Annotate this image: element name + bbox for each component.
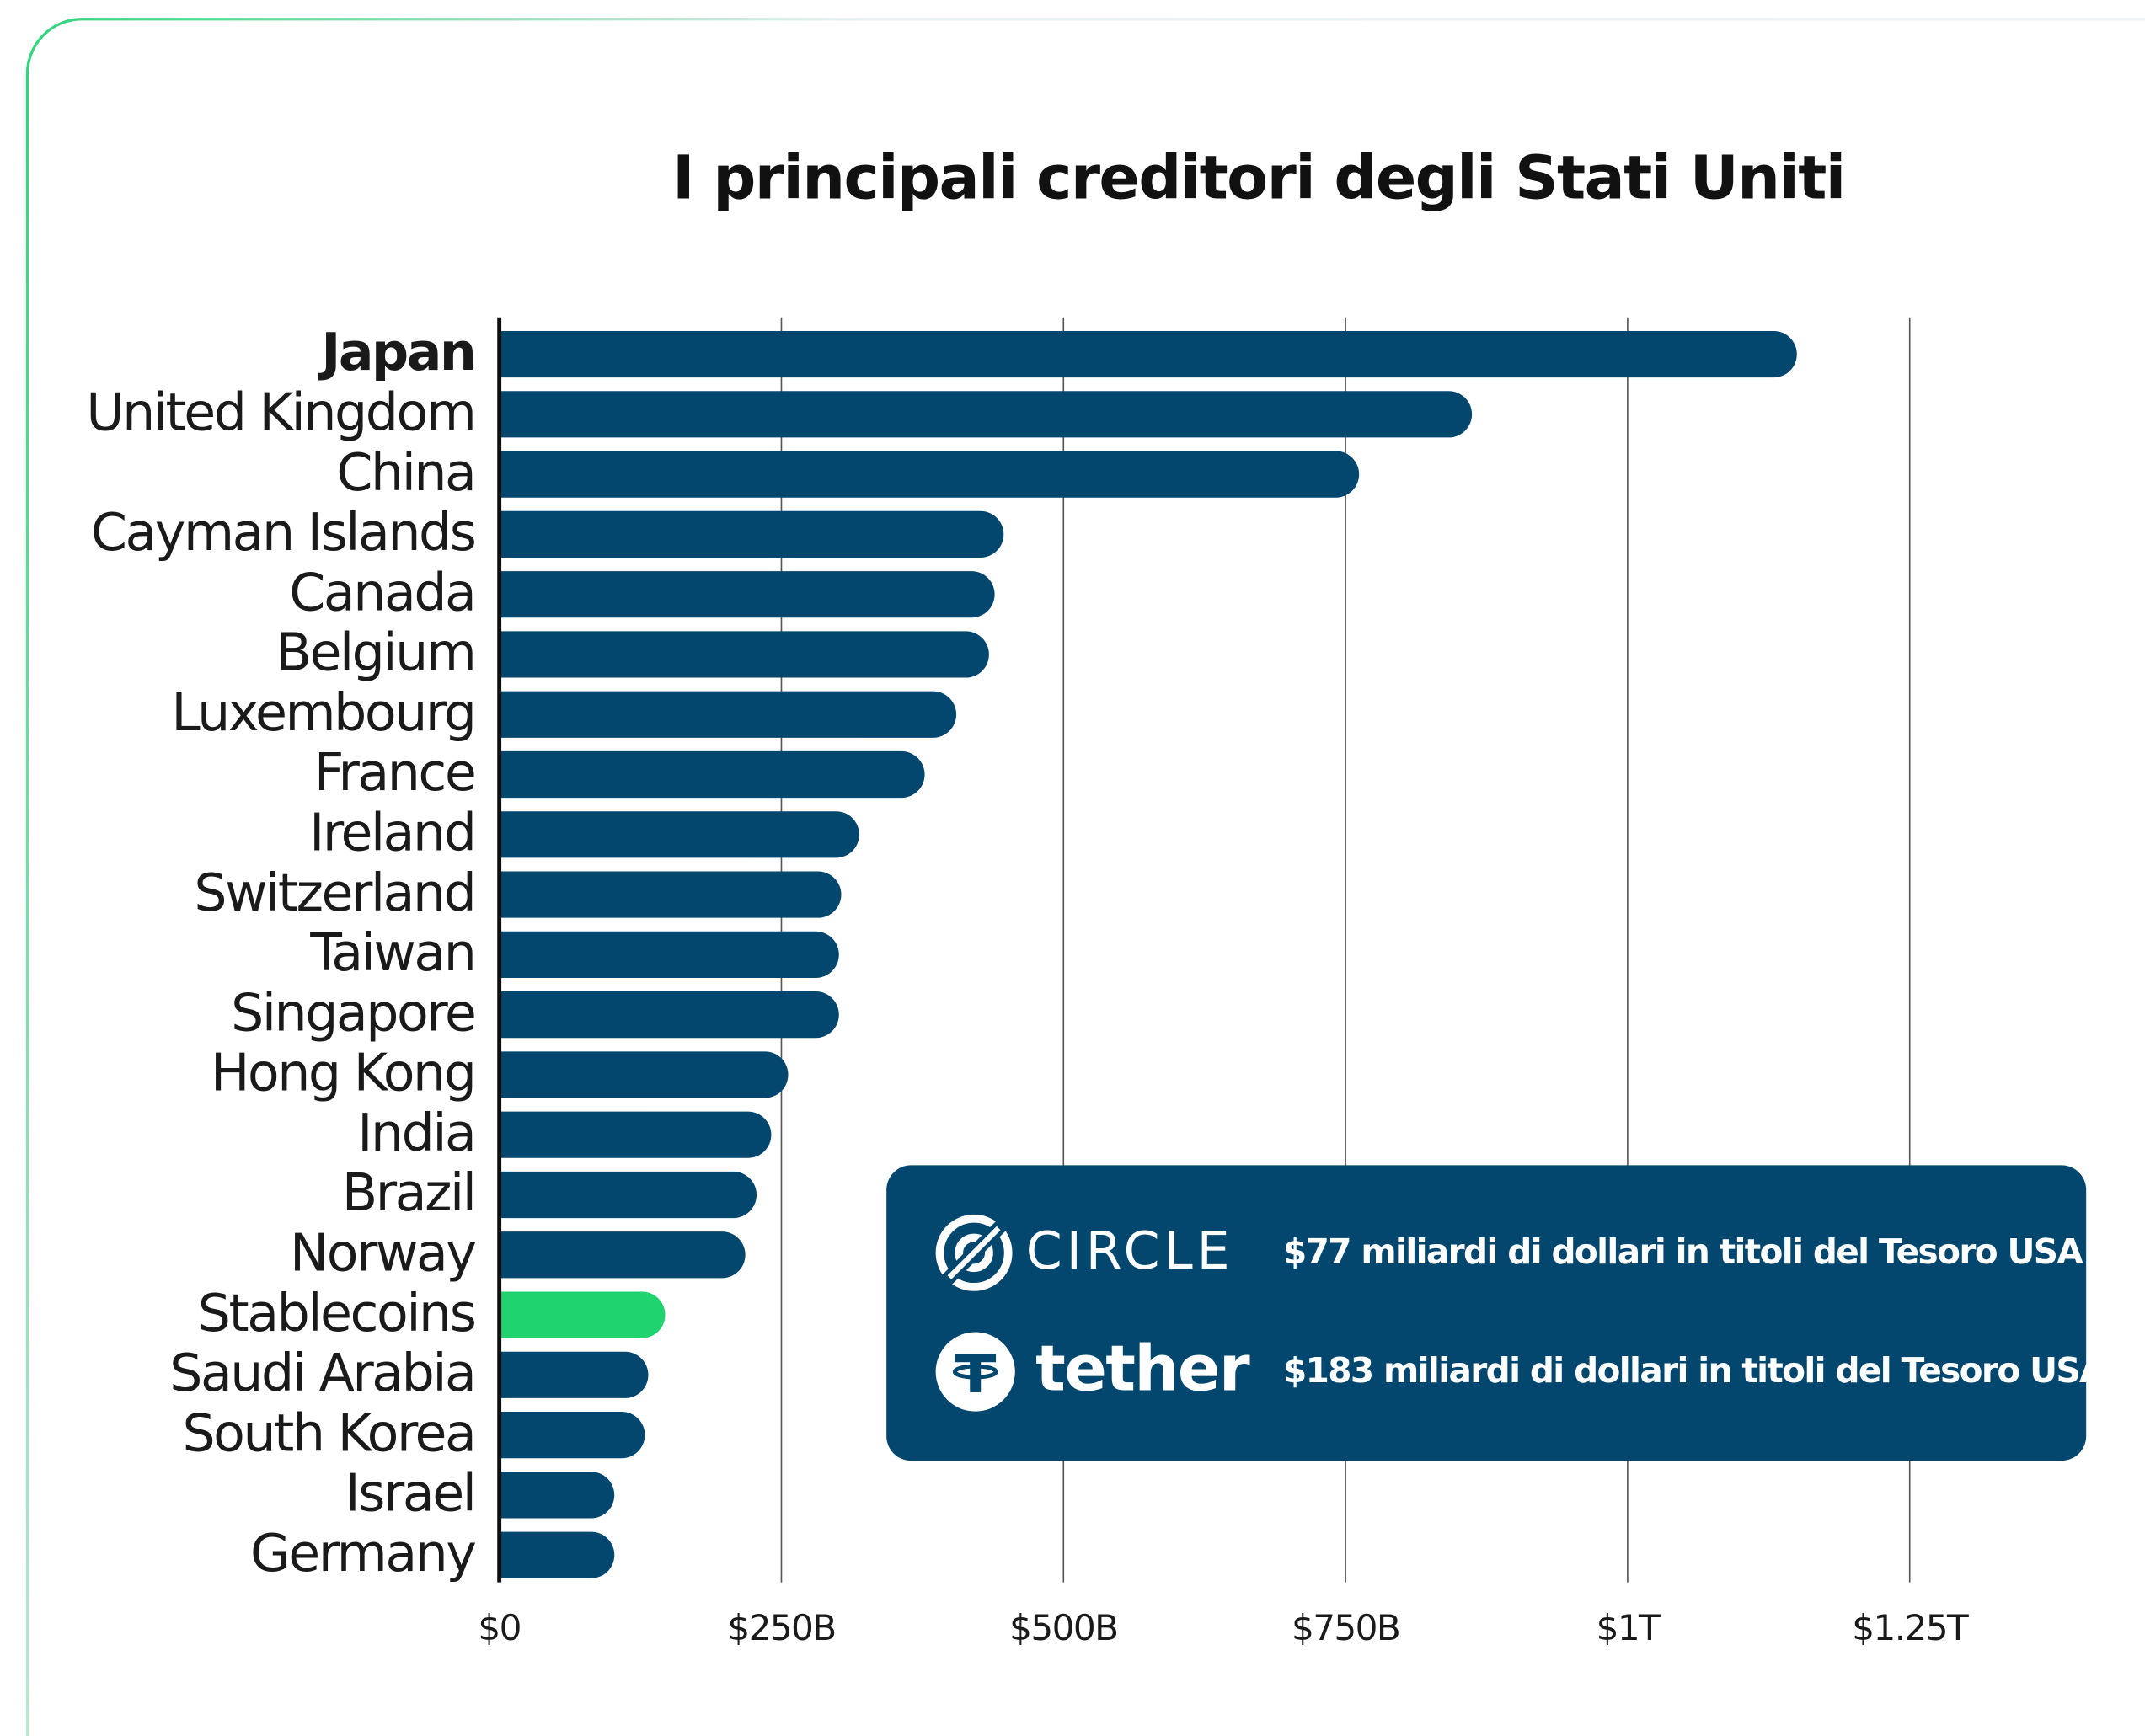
bar bbox=[499, 391, 1473, 438]
bar bbox=[499, 691, 957, 738]
y-tick-label: Canada bbox=[289, 562, 474, 622]
bar bbox=[499, 750, 925, 799]
y-tick-label: Hong Kong bbox=[211, 1043, 474, 1103]
y-tick-label: Cayman Islands bbox=[91, 502, 475, 563]
callout-box bbox=[886, 1165, 2087, 1461]
chart-title: I principali creditori degli Stati Uniti bbox=[672, 142, 1845, 212]
circle-logo bbox=[935, 1214, 1013, 1291]
bar bbox=[499, 1412, 645, 1459]
y-tick-label: Luxembourg bbox=[171, 682, 474, 743]
y-tick-label: Ireland bbox=[309, 803, 474, 863]
y-tick-label: Saudi Arabia bbox=[169, 1343, 474, 1403]
y-tick-label: Taiwan bbox=[309, 922, 474, 983]
y-tick-label: United Kingdom bbox=[86, 382, 474, 443]
bar bbox=[499, 1171, 757, 1219]
bar bbox=[499, 631, 989, 678]
bar bbox=[499, 811, 859, 858]
y-tick-label: Japan bbox=[318, 322, 474, 382]
circle-brand: CIRCLE bbox=[1026, 1221, 1234, 1281]
x-tick-label: $0 bbox=[478, 1607, 520, 1648]
bar bbox=[499, 510, 1004, 558]
bar bbox=[499, 330, 1797, 378]
x-tick-label: $1.25T bbox=[1852, 1607, 1969, 1648]
bar bbox=[499, 1291, 666, 1338]
y-tick-label: China bbox=[336, 442, 474, 503]
x-tick-label: $1T bbox=[1597, 1607, 1661, 1648]
y-tick-label: Belgium bbox=[276, 622, 475, 683]
x-tick-label: $500B bbox=[1009, 1607, 1117, 1648]
callout-text: $77 miliardi di dollari in titoli del Te… bbox=[1283, 1231, 2083, 1272]
bar bbox=[499, 1351, 649, 1398]
bar bbox=[499, 1472, 615, 1519]
y-tick-label: Brazil bbox=[342, 1162, 475, 1223]
bar bbox=[499, 1051, 789, 1098]
y-tick-label: Switzerland bbox=[194, 863, 474, 923]
callout-text: $183 miliardi di dollari in titoli del T… bbox=[1283, 1350, 2106, 1391]
y-tick-label: Singapore bbox=[231, 982, 474, 1043]
y-tick-label: Germany bbox=[250, 1523, 475, 1584]
bar bbox=[499, 571, 995, 618]
x-tick-label: $750B bbox=[1292, 1607, 1399, 1648]
y-tick-label: Stablecoins bbox=[198, 1283, 475, 1343]
bar bbox=[499, 1231, 746, 1279]
callout: CIRCLE $77 miliardi di dollari in titoli… bbox=[665, 1165, 2108, 1461]
bar bbox=[499, 991, 839, 1039]
bar bbox=[499, 1531, 615, 1578]
y-tick-label: France bbox=[314, 742, 475, 803]
bar bbox=[499, 1111, 772, 1158]
y-tick-label: Norway bbox=[290, 1222, 475, 1283]
y-tick-label: Israel bbox=[345, 1463, 474, 1524]
y-tick-label: South Korea bbox=[182, 1402, 474, 1463]
tether-logo bbox=[935, 1332, 1015, 1412]
tether-brand: tether bbox=[1035, 1333, 1250, 1406]
y-tick-label: India bbox=[357, 1103, 474, 1163]
x-tick-label: $250B bbox=[727, 1607, 835, 1648]
bar bbox=[499, 451, 1360, 498]
bar bbox=[499, 931, 839, 978]
bar bbox=[499, 871, 842, 918]
